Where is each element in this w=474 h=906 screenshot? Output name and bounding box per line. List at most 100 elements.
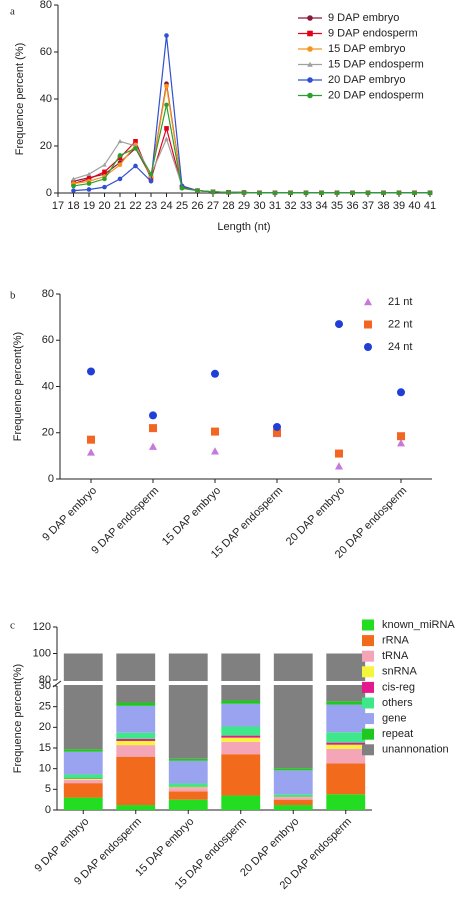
marker [149, 411, 157, 420]
bar-segment [273, 797, 313, 800]
legend-swatch [362, 713, 374, 725]
marker [412, 190, 417, 196]
bar-segment [221, 653, 261, 701]
y-tick-label: 60 [42, 334, 54, 346]
marker [87, 448, 95, 456]
marker [226, 189, 231, 195]
legend-swatch [362, 681, 374, 693]
legend-label: cis-reg [382, 681, 415, 693]
y-tick-label: 0 [48, 473, 54, 485]
y-tick-label: 120 [33, 621, 51, 633]
series-line [73, 104, 430, 194]
x-tick-label: 15 DAP embryo [160, 485, 223, 548]
x-tick-label: 20 DAP endosperm [333, 485, 409, 561]
marker [319, 190, 324, 196]
x-tick-label: 20 DAP embryo [284, 485, 347, 548]
marker [102, 169, 107, 175]
marker [397, 388, 405, 397]
x-tick-label: 9 DAP embryo [40, 485, 99, 544]
y-tick-label: 0 [46, 187, 52, 199]
marker [303, 190, 309, 196]
bar-segment [326, 744, 366, 749]
legend-label: repeat [382, 728, 413, 740]
marker [86, 176, 92, 182]
legend-swatch [362, 744, 374, 756]
x-axis-label: Length (nt) [217, 221, 270, 233]
marker [71, 176, 76, 181]
y-tick-label: 10 [39, 763, 51, 775]
marker [381, 190, 386, 196]
y-tick-label: 30 [39, 680, 51, 692]
x-tick-label: 40 [408, 200, 420, 212]
bar-segment [221, 700, 261, 704]
bar-segment [116, 740, 156, 746]
marker [334, 190, 340, 196]
break-gap [272, 681, 314, 685]
x-tick-label: 41 [424, 200, 436, 212]
bar-segment [326, 704, 366, 733]
marker [365, 190, 371, 196]
marker [211, 447, 219, 455]
bar-segment [168, 783, 208, 787]
x-tick-label: 20 [98, 200, 110, 212]
x-tick-label: 35 [331, 200, 343, 212]
x-tick-label: 34 [315, 200, 327, 212]
marker [272, 190, 278, 196]
marker [148, 171, 154, 177]
bar-segment [273, 653, 313, 769]
x-tick-label: 9 DAP endosperm [89, 485, 161, 557]
legend-label: others [382, 697, 413, 709]
y-axis-label: Frequence percent(%) [12, 664, 24, 773]
marker [307, 77, 313, 83]
marker [307, 15, 313, 21]
legend-label: 9 DAP endosperm [328, 27, 418, 39]
bar-segment [116, 653, 156, 703]
legend-label: 20 DAP endosperm [328, 89, 424, 101]
marker [397, 432, 405, 441]
x-tick-label: 19 [83, 200, 95, 212]
marker [307, 61, 313, 67]
y-tick-label: 20 [42, 427, 54, 439]
y-tick-label: 25 [39, 701, 51, 713]
bar-segment [326, 794, 366, 810]
legend-label: 20 DAP embryo [328, 74, 405, 86]
series-line [73, 137, 430, 194]
marker [117, 153, 123, 158]
marker [307, 92, 313, 99]
marker [117, 162, 123, 168]
y-tick-label: 15 [39, 742, 51, 754]
marker [307, 46, 313, 52]
marker [86, 187, 92, 192]
x-tick-label: 39 [393, 200, 405, 212]
bar-segment [273, 770, 313, 795]
x-tick-label: 23 [145, 200, 157, 212]
x-tick-label: 36 [346, 200, 358, 212]
x-tick-label: 24 [160, 200, 172, 212]
bar-segment [221, 735, 261, 738]
y-tick-label: 80 [40, 0, 52, 11]
legend-swatch [362, 697, 374, 709]
legend-label: 15 DAP embryo [328, 43, 405, 55]
marker [133, 163, 138, 169]
marker [71, 183, 76, 189]
marker [364, 343, 372, 351]
marker [102, 162, 107, 167]
legend-label: 24 nt [388, 341, 412, 353]
x-tick-label: 31 [269, 200, 281, 212]
bar-segment [168, 787, 208, 789]
bar-segment [221, 754, 261, 796]
x-tick-label: 27 [207, 200, 219, 212]
bar-segment [221, 741, 261, 755]
break-gap [167, 681, 209, 685]
series-line [73, 85, 430, 194]
marker [397, 439, 405, 447]
x-tick-label: 28 [222, 200, 234, 212]
marker [335, 320, 343, 329]
x-tick-label: 38 [377, 200, 389, 212]
marker [102, 176, 107, 182]
x-tick-label: 26 [191, 200, 203, 212]
legend-label: 21 nt [388, 296, 412, 308]
marker [335, 449, 343, 458]
marker [164, 102, 169, 108]
